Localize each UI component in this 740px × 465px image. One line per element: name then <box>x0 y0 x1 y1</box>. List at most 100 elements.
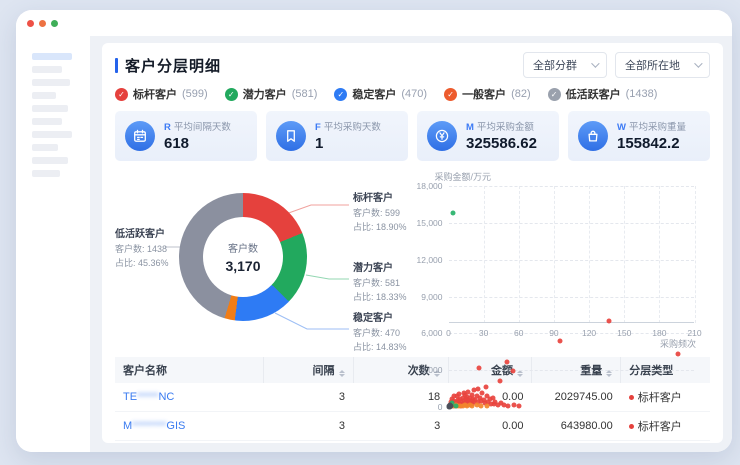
table-sort-header[interactable]: 金额 <box>448 357 532 383</box>
gridline <box>694 186 696 323</box>
y-axis-tick-label: 6,000 <box>421 328 443 339</box>
weight-cell: 2029745.00 <box>531 383 621 412</box>
type-dot <box>628 395 634 400</box>
scatter-point <box>490 395 496 401</box>
callout-title: 低活跃客户 <box>115 229 165 240</box>
name-redacted: ******** <box>132 420 167 432</box>
chevron-down-icon <box>694 59 703 68</box>
legend-count: (581) <box>291 88 318 100</box>
x-axis-tick-label: 210 <box>687 328 702 338</box>
sort-up-arrow <box>516 370 523 373</box>
legend-count: (82) <box>511 88 531 100</box>
table-sort-header[interactable]: 间隔 <box>263 357 354 383</box>
legend-label: 标杆客户 <box>133 89 177 101</box>
kpi-value: 325586.62 <box>466 135 537 152</box>
scatter-point <box>471 387 477 393</box>
title-accent-bar <box>115 57 118 73</box>
kpi-label: W 平均采购重量 <box>617 122 686 133</box>
callout-pct: 占比: 18.33% <box>353 291 407 302</box>
legend-count: (470) <box>401 88 428 100</box>
y-axis-tick-label: 3,000 <box>421 365 443 376</box>
scatter-point <box>501 402 507 408</box>
interval-cell: 3 <box>263 411 353 441</box>
customer-name-link[interactable]: TE*****NC <box>123 391 174 403</box>
gridline <box>518 186 520 323</box>
scatter-point <box>467 395 473 401</box>
legend-item[interactable]: ✓ 一般客户 (82) <box>444 86 531 102</box>
charts-row: 客户数 3,170 标杆客户 客户数: 599 占比: 18.90% 潜力客户 客户数:… <box>115 171 710 412</box>
sort-down-arrow <box>338 374 345 377</box>
scatter-point <box>479 390 485 396</box>
kpi-value: 618 <box>164 135 190 152</box>
callout-pct: 占比: 45.36% <box>115 257 169 268</box>
column-label: 次数 <box>407 365 430 377</box>
segment-type-cell: 标杆客户 <box>620 411 710 441</box>
donut-callout: 标杆客户 客户数: 599 占比: 18.90% <box>353 191 407 234</box>
sidebar-menu-placeholder <box>32 105 68 112</box>
sort-icon[interactable] <box>606 370 613 377</box>
sort-up-arrow <box>433 370 440 373</box>
times-cell: 18 <box>353 383 449 412</box>
scatter-point <box>497 378 503 384</box>
customer-name-cell: TE*****NC <box>115 383 264 412</box>
customer-segmentation-panel: 客户分层明细 全部分群 全部所在地 ✓ 标杆客户 (599) ✓ 潜力客户 (581) ✓ 稳定… <box>102 43 723 443</box>
legend-label: 低活跃客户 <box>565 89 621 101</box>
sidebar-menu-placeholder <box>32 170 60 177</box>
scatter-point <box>465 389 471 395</box>
table-row: M********GIS 3 3 0.00 643980.00 标杆客户 <box>115 411 710 441</box>
legend-item[interactable]: ✓ 标杆客户 (599) <box>115 86 208 102</box>
donut-callout: 潜力客户 客户数: 581 占比: 18.33% <box>353 261 407 304</box>
bag-icon <box>578 120 608 151</box>
maximize-window-button[interactable] <box>51 19 58 27</box>
callout-title: 稳定客户 <box>353 313 393 324</box>
segment-filter-dropdown[interactable]: 全部分群 <box>523 52 607 78</box>
type-dot <box>628 424 634 429</box>
y-axis-tick-label: 18,000 <box>416 181 443 191</box>
x-axis-tick-label: 120 <box>581 328 597 338</box>
legend-count: (599) <box>182 88 208 100</box>
minimize-window-button[interactable] <box>39 19 46 27</box>
callout-count: 客户数: 470 <box>353 328 401 338</box>
close-window-button[interactable] <box>27 19 34 27</box>
table-sort-header[interactable]: 重量 <box>531 357 622 383</box>
x-axis-tick-label: 0 <box>446 328 451 338</box>
kpi-meta: W 平均采购重量 155842.2 <box>617 119 686 152</box>
table-row: TE*****NC 3 18 0.00 2029745.00 标杆客户 <box>115 383 710 412</box>
name-suffix: GIS <box>166 420 186 432</box>
table-sort-header[interactable]: 次数 <box>353 357 449 383</box>
gridline <box>448 370 694 372</box>
gridline <box>448 186 694 187</box>
gridline <box>448 296 694 298</box>
donut-callout: 低活跃客户客户数: 1438 占比: 45.36% <box>115 227 169 270</box>
legend-count: (1438) <box>625 88 658 100</box>
scatter-point <box>478 403 484 409</box>
legend-item[interactable]: ✓ 稳定客户 (470) <box>334 86 427 102</box>
sidebar-menu-placeholder <box>32 79 70 86</box>
check-circle-icon: ✓ <box>547 87 561 101</box>
bookmark-icon <box>276 120 306 151</box>
page-title: 客户分层明细 <box>125 57 222 75</box>
scatter-point <box>469 392 475 398</box>
scatter-point <box>474 402 480 408</box>
sort-up-arrow <box>338 370 345 373</box>
table-column-header: 分层类型 <box>620 357 710 383</box>
y-axis-tick-label: 0 <box>437 402 443 412</box>
sort-icon[interactable] <box>433 370 440 377</box>
location-filter-dropdown[interactable]: 全部所在地 <box>615 52 710 78</box>
sort-icon[interactable] <box>338 370 345 377</box>
gridline <box>553 186 555 323</box>
callout-count: 客户数: 1438 <box>115 244 168 254</box>
scatter-point <box>484 403 490 409</box>
legend-item[interactable]: ✓ 低活跃客户 (1438) <box>547 86 658 102</box>
legend-label: 稳定客户 <box>352 89 397 101</box>
customer-name-link[interactable]: M********GIS <box>123 420 185 432</box>
x-axis-tick-label: 90 <box>549 328 559 338</box>
legend-label: 潜力客户 <box>242 89 287 101</box>
app-window: 客户分层明细 全部分群 全部所在地 ✓ 标杆客户 (599) ✓ 潜力客户 (581) ✓ 稳定… <box>16 10 732 452</box>
legend-item[interactable]: ✓ 潜力客户 (581) <box>224 86 318 102</box>
sort-icon[interactable] <box>516 370 523 377</box>
scatter-point <box>487 396 492 402</box>
scatter-point <box>481 397 487 403</box>
x-axis-tick-label: 60 <box>514 328 524 338</box>
customer-table: 客户名称 间隔 次数 金额 重量 分层类型 TE*****NC 3 18 0.00 2029745… <box>115 357 710 441</box>
